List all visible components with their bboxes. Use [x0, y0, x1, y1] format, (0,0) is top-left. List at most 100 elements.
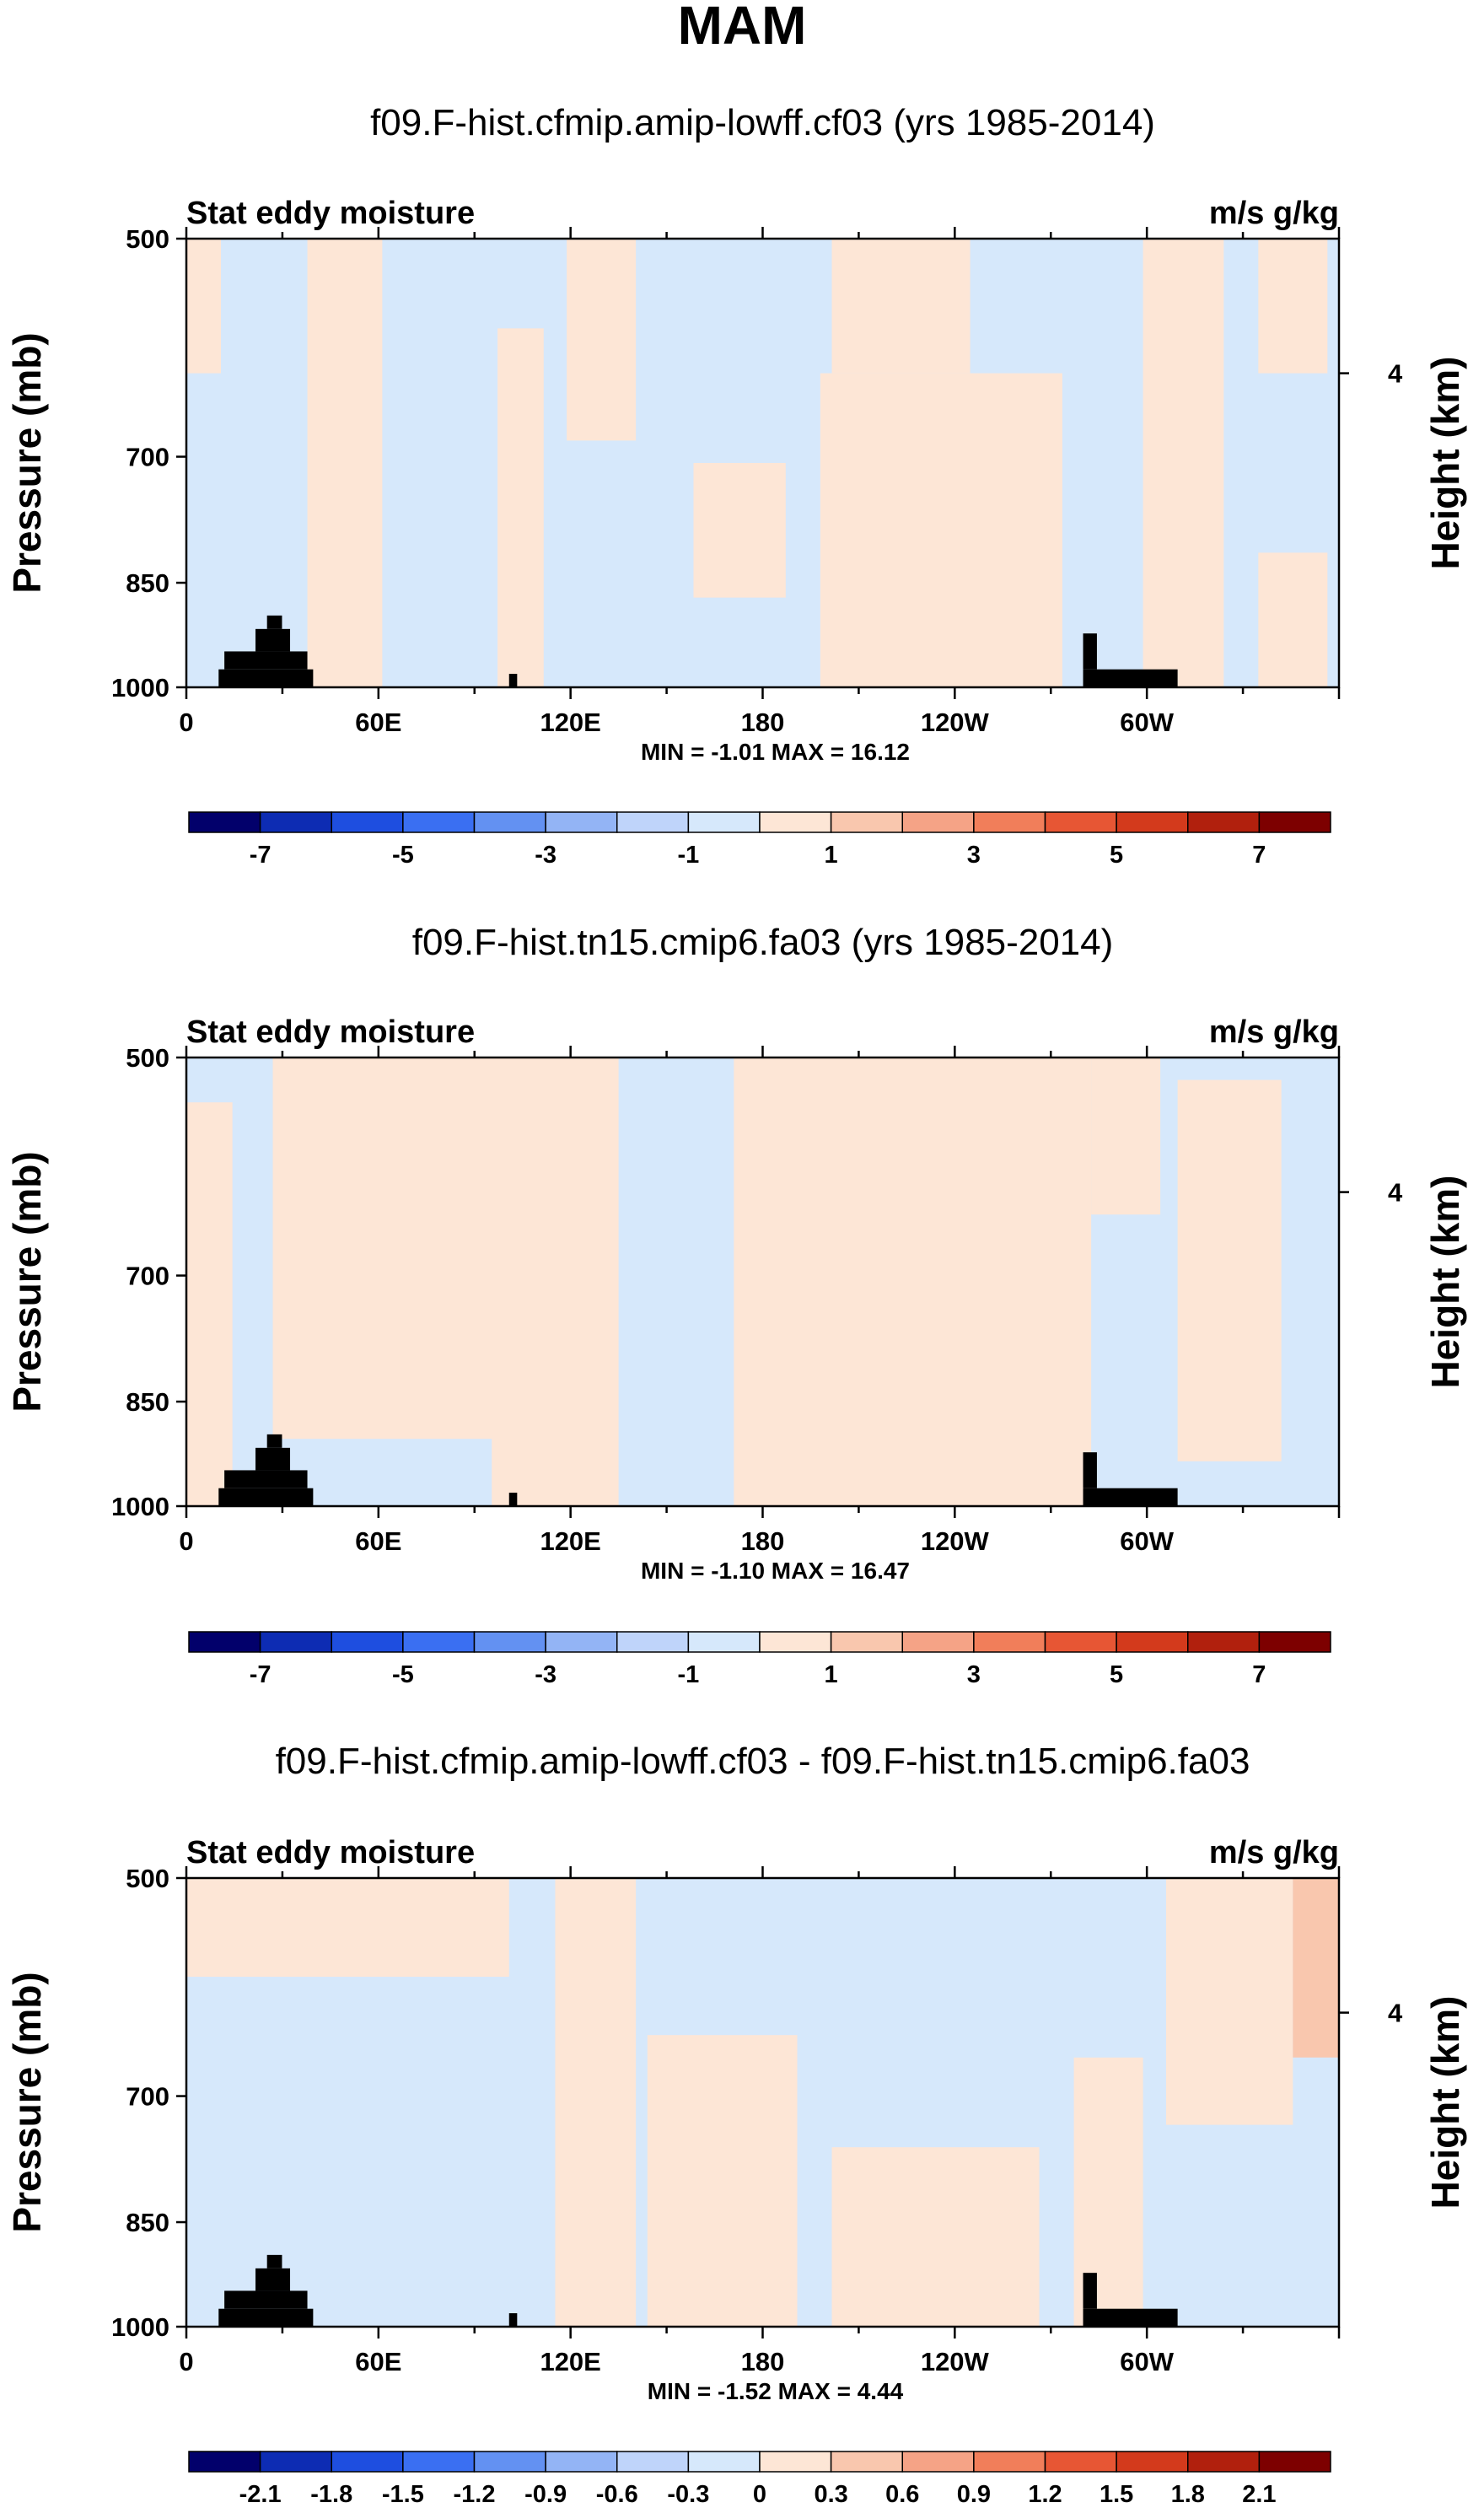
colorbar-box [1044, 2451, 1117, 2473]
land-mask [508, 674, 518, 687]
colorbar-box [1187, 811, 1261, 833]
colorbar-label: -5 [392, 842, 414, 869]
min-max-stats: MIN = -1.01 MAX = 16.12 [641, 739, 910, 765]
colorbar-box [188, 811, 261, 833]
colorbar-box [473, 811, 546, 833]
colorbar-box [901, 1631, 975, 1653]
colorbar-box [1258, 811, 1331, 833]
field-region [186, 239, 222, 374]
land-mask [224, 651, 308, 670]
colorbar-label: 1.5 [1100, 2481, 1133, 2508]
land-mask [224, 1470, 308, 1488]
x-tick-label: 0 [179, 2347, 193, 2376]
y-axis-label: Pressure (mb) [5, 1151, 49, 1412]
field-region [186, 1102, 233, 1506]
land-mask [508, 1493, 518, 1506]
land-mask [218, 669, 314, 687]
colorbar-box [616, 811, 690, 833]
x-tick-label: 120W [921, 1526, 990, 1556]
colorbar-box [973, 2451, 1046, 2473]
y-tick-label: 700 [126, 2082, 169, 2112]
y-tick-label: 1000 [111, 673, 169, 702]
y-tick-label: 1000 [111, 2312, 169, 2342]
field-region [1258, 239, 1328, 374]
panel-2: f09.F-hist.tn15.cmip6.fa03 (yrs 1985-201… [5, 922, 1467, 1688]
field-region [1177, 1079, 1282, 1461]
colorbar-label: 5 [1110, 1661, 1123, 1688]
right-label: m/s g/kg [1209, 1015, 1339, 1050]
field-region [497, 328, 544, 687]
colorbar-box [616, 2451, 690, 2473]
y-tick-label: 1000 [111, 1492, 169, 1521]
colorbar-box [259, 2451, 332, 2473]
colorbar-label: 0.9 [957, 2481, 991, 2508]
colorbar-box [830, 811, 903, 833]
colorbar-label: 0 [753, 2481, 766, 2508]
colorbar-box [1116, 1631, 1189, 1653]
x-tick-label: 0 [179, 708, 193, 737]
colorbar-label: -5 [392, 1661, 414, 1688]
colorbar-label: 1 [825, 1661, 838, 1688]
colorbar-box [1258, 1631, 1331, 1653]
y2-tick-label: 4 [1388, 1999, 1403, 2028]
colorbar-label: -3 [535, 1661, 556, 1688]
land-mask [1083, 633, 1097, 670]
colorbar-label: 0.6 [885, 2481, 919, 2508]
left-label: Stat eddy moisture [186, 1835, 475, 1870]
colorbar-label: -1 [677, 1661, 699, 1688]
field-region [1091, 1058, 1161, 1215]
field-region [693, 463, 786, 598]
x-tick-label: 180 [741, 708, 785, 737]
panel-title: f09.F-hist.cfmip.amip-lowff.cf03 (yrs 19… [370, 102, 1155, 143]
colorbar-box [901, 2451, 975, 2473]
right-label: m/s g/kg [1209, 1835, 1339, 1870]
colorbar-box [1187, 1631, 1261, 1653]
colorbar-label: 7 [1252, 1661, 1266, 1688]
colorbar-box [1116, 2451, 1189, 2473]
x-tick-label: 120E [540, 1526, 600, 1556]
colorbar-box [616, 1631, 690, 1653]
land-mask [1083, 1452, 1097, 1488]
colorbar-box [1187, 2451, 1261, 2473]
land-mask [224, 2290, 308, 2309]
land-mask [255, 2268, 291, 2291]
colorbar-label: -1 [677, 842, 699, 869]
land-mask [266, 2254, 282, 2269]
y-tick-label: 500 [126, 224, 169, 254]
field-region [647, 2035, 798, 2327]
colorbar-box [545, 1631, 618, 1653]
colorbar-box [259, 1631, 332, 1653]
panel-title: f09.F-hist.tn15.cmip6.fa03 (yrs 1985-201… [412, 922, 1114, 963]
colorbar-label: -1.2 [454, 2481, 496, 2508]
right-label: m/s g/kg [1209, 196, 1339, 231]
land-mask [1083, 1488, 1178, 1506]
colorbar-label: 0.3 [814, 2481, 847, 2508]
y-tick-label: 850 [126, 568, 169, 598]
colorbar-box [188, 2451, 261, 2473]
land-mask [508, 2313, 518, 2327]
panels: f09.F-hist.cfmip.amip-lowff.cf03 (yrs 19… [5, 102, 1467, 2508]
land-mask [266, 615, 282, 629]
colorbar-box [759, 1631, 832, 1653]
left-label: Stat eddy moisture [186, 1015, 475, 1050]
colorbar-box [545, 811, 618, 833]
y-tick-label: 850 [126, 2208, 169, 2237]
colorbar-box [331, 1631, 404, 1653]
x-tick-label: 60W [1120, 2347, 1174, 2376]
y2-tick-label: 4 [1388, 1178, 1403, 1208]
y-tick-label: 850 [126, 1387, 169, 1417]
field-region [1258, 552, 1328, 687]
land-mask [255, 628, 291, 652]
x-tick-label: 60W [1120, 708, 1174, 737]
panel-3: f09.F-hist.cfmip.amip-lowff.cf03 - f09.F… [5, 1741, 1467, 2508]
colorbar-box [687, 811, 761, 833]
page-title: MAM [678, 0, 807, 56]
colorbar-box [473, 1631, 546, 1653]
x-tick-label: 120W [921, 708, 990, 737]
colorbar-label: -3 [535, 842, 556, 869]
x-tick-label: 60E [355, 708, 401, 737]
land-mask [1083, 669, 1178, 687]
field-region [1293, 1878, 1339, 2058]
field-region [831, 2147, 1040, 2327]
field-region [186, 1878, 509, 1978]
